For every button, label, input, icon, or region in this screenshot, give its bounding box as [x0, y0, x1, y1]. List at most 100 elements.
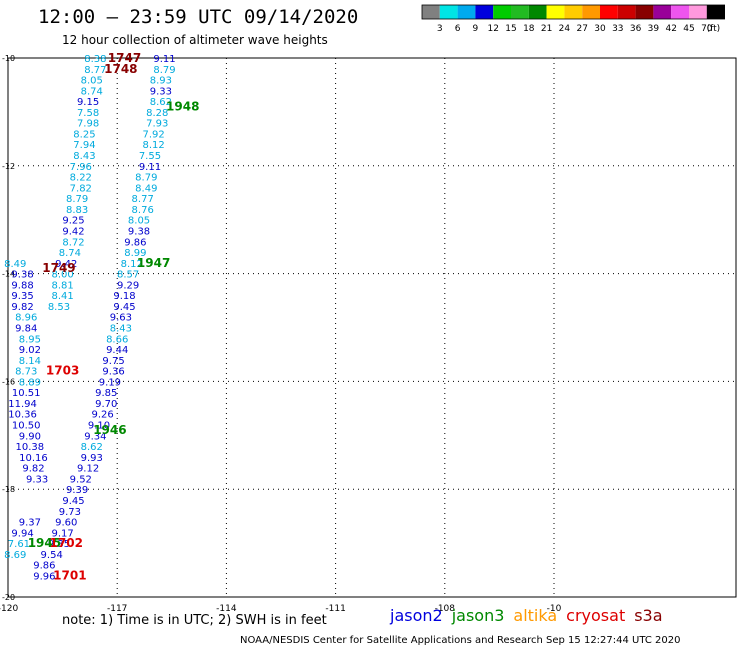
wave-height-value: 8.62: [150, 97, 172, 108]
wave-height-value: 9.82: [11, 302, 33, 313]
wave-height-value: 9.85: [95, 388, 117, 399]
color-scale-label: 27: [576, 24, 587, 34]
color-scale-swatch: [564, 5, 583, 19]
wave-height-value: 7.93: [146, 119, 168, 130]
color-scale-label: 18: [523, 24, 535, 34]
wave-height-value: 8.00: [51, 270, 73, 281]
satellite-legend: jason2 jason3 altika cryosat s3a: [390, 606, 672, 625]
wave-height-value: 9.94: [11, 528, 33, 539]
wave-height-value: 10.50: [12, 421, 41, 432]
credit-line: NOAA/NESDIS Center for Satellite Applica…: [240, 635, 681, 646]
color-scale-swatch: [511, 5, 529, 19]
wave-height-value: 8.89: [19, 377, 41, 388]
wave-height-value: 8.66: [106, 334, 128, 345]
pass-time-label: 1747: [108, 51, 141, 65]
wave-height-value: 9.73: [59, 507, 81, 518]
wave-height-value: 9.35: [11, 291, 33, 302]
wave-height-value: 8.49: [135, 183, 157, 194]
y-tick-label: -18: [2, 485, 15, 494]
footnote: note: 1) Time is in UTC; 2) SWH is in fe…: [62, 613, 327, 628]
satellite-legend-altika: altika: [513, 606, 558, 625]
wave-height-value: 10.36: [8, 410, 37, 421]
x-tick-label: -114: [216, 604, 237, 614]
color-scale-label: 3: [437, 24, 443, 34]
wave-height-value: 9.39: [66, 485, 88, 496]
y-tick-label: -14: [2, 270, 15, 279]
color-scale-swatch: [582, 5, 600, 19]
chart-title: 12:00 – 23:59 UTC 09/14/2020: [38, 6, 359, 28]
color-scale-swatch: [689, 5, 707, 19]
color-scale-swatch: [422, 5, 440, 19]
wave-height-value: 10.38: [16, 442, 45, 453]
wave-height-value: 9.33: [26, 474, 48, 485]
wave-height-value: 8.25: [73, 129, 95, 140]
color-scale-swatch: [546, 5, 565, 19]
wave-height-value: 9.11: [153, 54, 175, 65]
pass-time-label: 1947: [137, 256, 170, 270]
x-tick-label: -108: [435, 604, 456, 614]
wave-height-value: 8.79: [153, 65, 175, 76]
satellite-legend-s3a: s3a: [634, 606, 663, 625]
wave-height-value: 9.42: [55, 259, 77, 270]
wave-height-value: 9.70: [95, 399, 117, 410]
wave-height-value: 8.83: [66, 205, 88, 216]
color-scale-swatch: [653, 5, 672, 19]
color-scale-swatch: [528, 5, 547, 19]
wave-height-value: 8.57: [117, 270, 139, 281]
wave-height-value: 9.18: [113, 291, 135, 302]
wave-height-value: 8.28: [146, 108, 168, 119]
color-scale-label: 24: [559, 24, 571, 34]
wave-height-value: 8.72: [62, 237, 84, 248]
wave-height-value: 10.51: [12, 388, 41, 399]
color-scale-label: 45: [683, 24, 694, 34]
y-tick-label: -16: [2, 377, 15, 386]
wave-height-value: 7.94: [73, 140, 95, 151]
wave-height-value: 9.29: [117, 280, 139, 291]
color-scale-label: 33: [612, 24, 623, 34]
color-scale-frame: [421, 4, 726, 20]
wave-height-value: 8.38: [84, 54, 106, 65]
wave-height-value: 7.58: [77, 108, 99, 119]
wave-height-value: 8.62: [81, 442, 103, 453]
color-scale-label: 39: [648, 24, 660, 34]
wave-height-value: 8.96: [15, 313, 37, 324]
wave-height-value: 9.42: [62, 226, 84, 237]
wave-height-value: 9.75: [102, 356, 124, 367]
x-tick-label: -120: [0, 604, 18, 614]
pass-time-label: 1702: [50, 536, 83, 550]
wave-height-value: 9.26: [92, 410, 114, 421]
wave-height-value: 8.43: [110, 324, 132, 335]
wave-height-value: 9.12: [77, 464, 99, 475]
wave-height-value: 9.35: [48, 539, 70, 550]
wave-height-value: 8.53: [48, 302, 70, 313]
wave-height-value: 8.05: [81, 76, 103, 87]
wave-height-value: 9.63: [110, 313, 132, 324]
wave-height-value: 9.86: [124, 237, 146, 248]
color-scale-label: 21: [541, 24, 552, 34]
wave-height-value: 8.99: [124, 248, 146, 259]
wave-height-value: 8.76: [132, 205, 154, 216]
wave-height-value: 10.16: [19, 453, 48, 464]
wave-height-value: 8.79: [135, 173, 157, 184]
wave-height-value: 9.60: [55, 518, 77, 529]
wave-height-value: 9.93: [81, 453, 103, 464]
color-scale-label: 70: [701, 24, 713, 34]
wave-height-value: 8.77: [84, 65, 106, 76]
pass-time-label: 1948: [166, 100, 199, 114]
wave-height-value: 8.14: [19, 356, 41, 367]
wave-height-value: 8.95: [19, 334, 41, 345]
wave-height-value: 8.12: [121, 259, 143, 270]
chart-subtitle: 12 hour collection of altimeter wave hei…: [62, 33, 328, 47]
wave-height-value: 8.69: [4, 550, 26, 561]
color-scale-unit: (ft): [707, 24, 721, 34]
wave-height-value: 9.38: [128, 226, 150, 237]
wave-height-value: 8.73: [15, 367, 37, 378]
plot-frame: [7, 57, 737, 598]
color-scale-label: 9: [473, 24, 479, 34]
x-tick-label: -111: [325, 604, 345, 614]
wave-height-value: 9.10: [88, 421, 110, 432]
x-tick-label: -117: [107, 604, 127, 614]
color-scale-label: 15: [505, 24, 516, 34]
color-scale-swatch: [493, 5, 511, 19]
